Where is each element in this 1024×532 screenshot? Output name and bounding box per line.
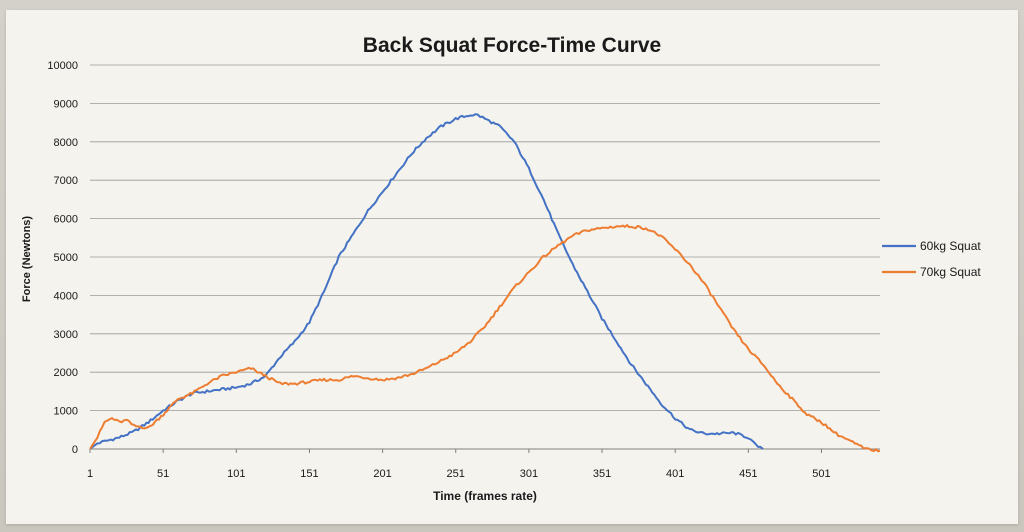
y-tick-label: 8000 <box>54 137 78 149</box>
x-tick-label: 51 <box>157 468 169 480</box>
y-tick-label: 4000 <box>54 290 78 302</box>
y-tick-label: 9000 <box>54 98 78 110</box>
legend-label-1: 60kg Squat <box>920 239 981 253</box>
gridlines <box>90 64 880 412</box>
y-tick-label: 6000 <box>54 214 78 226</box>
y-tick-label: 3000 <box>54 329 78 341</box>
x-tick-label: 101 <box>227 468 245 480</box>
y-tick-label: 2000 <box>54 367 78 379</box>
y-tick-label: 10000 <box>47 60 78 72</box>
y-tick-label: 7000 <box>54 175 78 187</box>
force-time-chart: Back Squat Force-Time Curve 0 1000 2000 300… <box>21 34 981 503</box>
x-axis-label: Time (frames rate) <box>433 489 537 503</box>
chart-card: Back Squat Force-Time Curve 0 1000 2000 300… <box>6 10 1018 524</box>
x-tick-label: 201 <box>373 468 391 480</box>
x-tick-label: 401 <box>666 468 684 480</box>
x-tick-labels: 1 51 101 151 201 251 301 351 401 451 501 <box>87 449 831 480</box>
x-tick-label: 251 <box>447 468 465 480</box>
x-tick-label: 151 <box>300 468 318 480</box>
x-tick-label: 301 <box>520 468 538 480</box>
y-tick-label: 1000 <box>54 406 78 418</box>
y-tick-label: 0 <box>72 444 78 456</box>
x-tick-label: 501 <box>812 468 830 480</box>
series-line-1 <box>89 113 764 450</box>
legend-label-2: 70kg Squat <box>920 265 981 279</box>
y-tick-labels: 0 1000 2000 3000 4000 5000 6000 7000 8000 9000 100… <box>47 60 78 456</box>
y-axis-label: Force (Newtons) <box>21 216 33 303</box>
x-tick-label: 1 <box>87 468 93 480</box>
x-tick-label: 451 <box>739 468 757 480</box>
y-tick-label: 5000 <box>54 252 78 264</box>
series-lines <box>89 113 881 453</box>
chart-title: Back Squat Force-Time Curve <box>363 34 661 57</box>
x-tick-label: 351 <box>593 468 611 480</box>
legend: 60kg Squat 70kg Squat <box>882 239 981 279</box>
series-line-2 <box>89 224 881 453</box>
